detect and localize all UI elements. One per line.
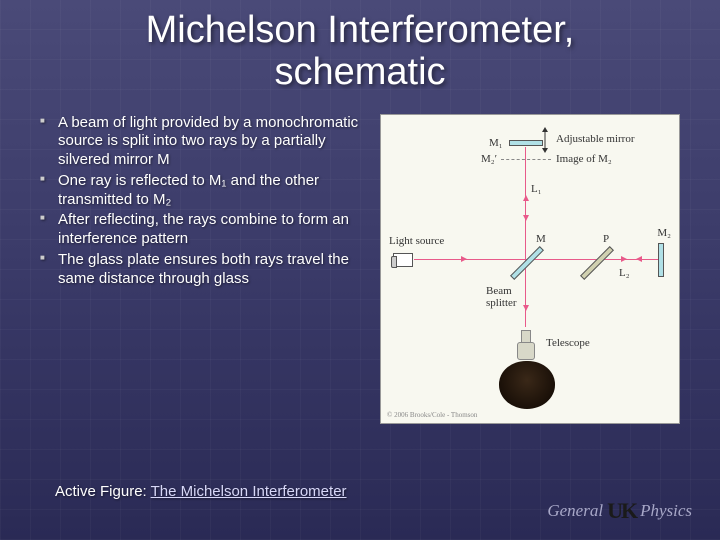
label-light-source: Light source: [389, 235, 444, 247]
label-telescope: Telescope: [546, 337, 590, 349]
mirror-m2: [658, 243, 664, 277]
label-l2: L₂: [619, 267, 630, 279]
interferometer-diagram: M₁ Adjustable mirror M₂′ Image of M₂ Lig…: [380, 114, 680, 424]
observer-head: [499, 361, 555, 409]
beam-arrow-icon: [523, 215, 529, 221]
title-line-1: Michelson Interferometer,: [146, 9, 575, 51]
label-m1: M₁: [489, 137, 503, 149]
light-source: [393, 253, 413, 267]
footer-physics: Physics: [640, 501, 692, 521]
label-m2-prime: M₂′: [481, 153, 497, 165]
adjustable-arrow-icon: [539, 125, 551, 155]
bullet-item: After reflecting, the rays combine to fo…: [40, 211, 360, 249]
bullet-item: One ray is reflected to M₁ and the other…: [40, 172, 360, 210]
slide-title: Michelson Interferometer, schematic: [0, 0, 720, 94]
label-l1: L₁: [531, 183, 542, 195]
uk-logo: UK: [607, 498, 636, 524]
content-area: A beam of light provided by a monochroma…: [0, 94, 720, 424]
label-m2: M₂: [657, 227, 671, 239]
footer: General UK Physics: [547, 498, 692, 524]
bullet-item: The glass plate ensures both rays travel…: [40, 251, 360, 289]
label-adjustable: Adjustable mirror: [556, 133, 635, 145]
active-figure-label: Active Figure:: [55, 483, 151, 500]
figure-copyright: © 2006 Brooks/Cole - Thomson: [387, 411, 477, 419]
title-line-2: schematic: [274, 51, 445, 93]
footer-general: General: [547, 501, 603, 521]
mirror-m1: [509, 140, 543, 146]
beam-splitter: [511, 245, 541, 275]
beam-arrow-icon: [621, 256, 627, 262]
telescope: [513, 330, 537, 358]
active-figure-caption: Active Figure: The Michelson Interferome…: [55, 483, 347, 500]
m2-image-line: [501, 159, 551, 160]
bullet-list: A beam of light provided by a monochroma…: [40, 114, 360, 424]
label-p: P: [603, 233, 609, 245]
label-beam-splitter: Beam splitter: [486, 285, 536, 309]
compensator-plate: [581, 245, 611, 275]
beam-arrow-icon: [636, 256, 642, 262]
active-figure-link[interactable]: The Michelson Interferometer: [151, 483, 347, 500]
beam-arrow-icon: [461, 256, 467, 262]
label-m: M: [536, 233, 546, 245]
bullet-item: A beam of light provided by a monochroma…: [40, 114, 360, 170]
beam-arrow-icon: [523, 195, 529, 201]
label-image-m2: Image of M₂: [556, 153, 612, 165]
